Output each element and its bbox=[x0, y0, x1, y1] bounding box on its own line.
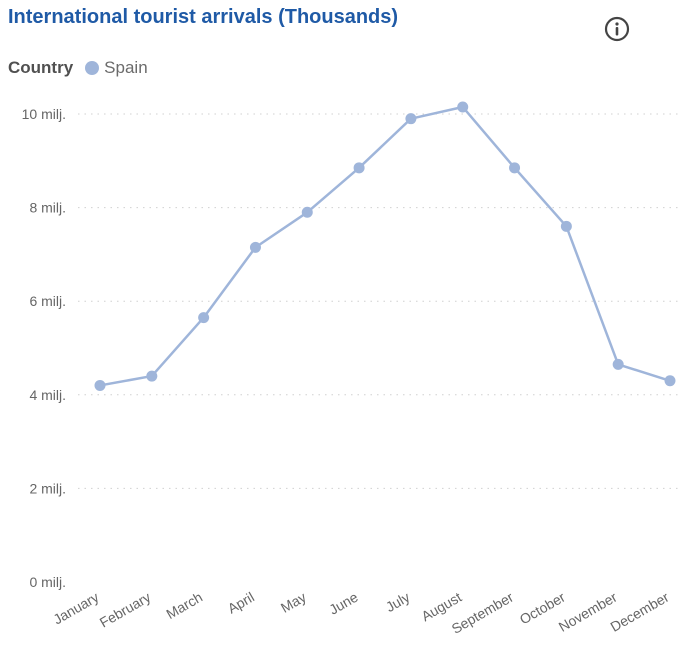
data-point[interactable] bbox=[405, 113, 417, 125]
data-point[interactable] bbox=[664, 375, 676, 387]
legend-marker bbox=[85, 61, 100, 75]
legend-title: Country bbox=[8, 58, 74, 77]
data-point[interactable] bbox=[198, 312, 210, 324]
legend-label: Spain bbox=[104, 58, 148, 77]
data-point[interactable] bbox=[94, 379, 106, 391]
y-tick-label: 8 milj. bbox=[29, 200, 66, 216]
y-tick-label: 10 milj. bbox=[22, 106, 66, 122]
x-tick-label: July bbox=[383, 589, 413, 615]
data-point[interactable] bbox=[509, 162, 521, 174]
data-point[interactable] bbox=[457, 101, 469, 113]
data-point[interactable] bbox=[560, 220, 572, 232]
x-tick-label: June bbox=[326, 589, 360, 618]
y-tick-label: 0 milj. bbox=[29, 574, 66, 590]
data-point[interactable] bbox=[301, 206, 313, 218]
data-point[interactable] bbox=[249, 241, 261, 253]
x-tick-label: November bbox=[556, 589, 620, 635]
x-tick-label: February bbox=[97, 589, 154, 631]
data-point[interactable] bbox=[612, 358, 624, 370]
x-tick-label: January bbox=[50, 589, 101, 628]
x-tick-label: December bbox=[608, 589, 672, 635]
y-tick-label: 6 milj. bbox=[29, 293, 66, 309]
y-tick-label: 4 milj. bbox=[29, 387, 66, 403]
x-tick-label: March bbox=[163, 589, 205, 622]
data-point[interactable] bbox=[146, 370, 158, 382]
legend-item-spain[interactable]: Spain bbox=[85, 58, 148, 78]
x-tick-label: April bbox=[225, 589, 257, 617]
y-tick-label: 2 milj. bbox=[29, 480, 66, 496]
info-icon[interactable] bbox=[604, 16, 630, 42]
x-tick-label: May bbox=[278, 589, 309, 616]
data-point[interactable] bbox=[353, 162, 365, 174]
chart-title: International tourist arrivals (Thousand… bbox=[8, 6, 399, 28]
series-line bbox=[99, 105, 671, 387]
legend: Country Spain bbox=[8, 58, 148, 78]
